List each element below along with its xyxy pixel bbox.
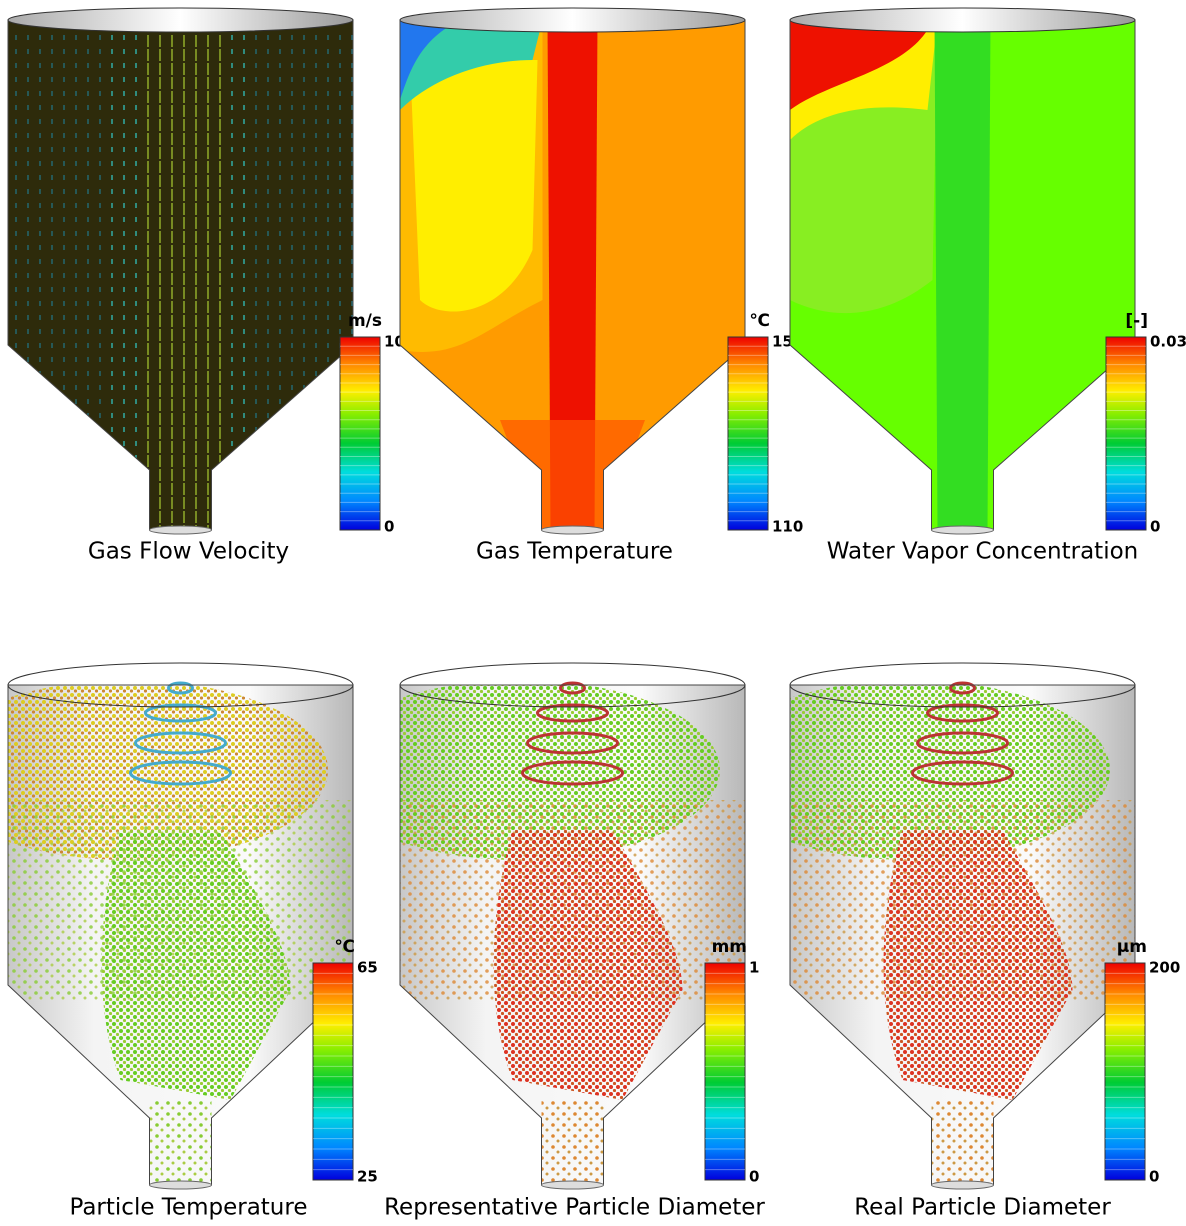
colorbar <box>704 962 746 1181</box>
nozzle-ring <box>559 681 586 695</box>
nozzle-ring <box>926 703 999 723</box>
outlet-particles <box>931 1100 994 1185</box>
colorbar <box>339 336 381 531</box>
colorbar-min: 0 <box>1149 1168 1159 1186</box>
outlet-particles <box>541 1100 604 1185</box>
colorbar-min: 25 <box>357 1168 378 1186</box>
vessel <box>790 685 1135 1185</box>
outlet-rim <box>931 1180 994 1190</box>
nozzle-ring <box>536 703 609 723</box>
colorbar <box>1105 336 1147 531</box>
nozzle-ring <box>911 760 1014 786</box>
outlet-rim <box>541 1180 604 1190</box>
panel: mm1 0 Representative Particle Diameter <box>384 662 765 1221</box>
colorbar-unit: m/s <box>348 311 382 331</box>
yellow-core <box>410 60 538 312</box>
particle-plume <box>101 830 291 1100</box>
vessel-lid <box>7 662 354 708</box>
panel-title: Gas Temperature <box>476 539 673 565</box>
panel-title: Representative Particle Diameter <box>384 1195 765 1221</box>
particle-plume <box>493 830 683 1100</box>
vessel-lid <box>789 662 1136 708</box>
nozzle-ring <box>167 681 194 695</box>
vessel <box>8 685 353 1185</box>
vessel <box>8 20 353 530</box>
colorbar <box>727 336 769 531</box>
colorbar-min: 0 <box>749 1168 759 1186</box>
colorbar-max: 200 <box>1149 959 1180 977</box>
dry-jet <box>934 20 991 530</box>
colorbar <box>312 962 354 1181</box>
colorbar-min: 0 <box>384 518 394 536</box>
cold-corner <box>400 20 460 100</box>
panel: [-]0.03 0 Water Vapor Concentration <box>789 7 1186 565</box>
colorbar-max: 0.03 <box>1150 333 1186 351</box>
colorbar-unit: μm <box>1117 937 1147 957</box>
outlet-rim <box>149 525 212 535</box>
outlet-rim <box>541 525 604 535</box>
vessel-body <box>8 20 353 530</box>
nozzle-ring <box>129 760 232 786</box>
colorbar-unit: ℃ <box>749 311 770 331</box>
panel-title: Water Vapor Concentration <box>827 539 1139 565</box>
colorbar-max: 65 <box>357 959 378 977</box>
vessel-lid <box>789 7 1136 33</box>
outlet-rim <box>149 1180 212 1190</box>
colorbar-min: 0 <box>1150 518 1160 536</box>
nozzle-ring <box>526 731 619 755</box>
colorbar-unit: ℃ <box>334 937 355 957</box>
vessel-lid <box>399 662 746 708</box>
hot-jet <box>547 20 598 530</box>
nozzle-ring <box>949 681 976 695</box>
vessel <box>400 685 745 1185</box>
colorbar-unit: [-] <box>1125 311 1148 331</box>
nozzle-ring <box>916 731 1009 755</box>
vessel <box>400 20 745 530</box>
red-corner <box>790 20 933 110</box>
colorbar-min: 110 <box>772 518 803 536</box>
panel-title: Gas Flow Velocity <box>88 539 289 565</box>
colorbar-max: 1 <box>749 959 759 977</box>
panel-title: Real Particle Diameter <box>854 1195 1111 1221</box>
nozzle-ring <box>134 731 227 755</box>
colorbar-unit: mm <box>712 937 747 957</box>
colorbar <box>1104 962 1146 1181</box>
outlet-particles <box>149 1100 212 1185</box>
warm-cone <box>500 420 645 530</box>
panel-title: Particle Temperature <box>70 1195 308 1221</box>
nozzle-ring <box>521 760 624 786</box>
panel: ℃65 25 Particle Temperature <box>7 662 378 1221</box>
vessel-lid <box>399 7 746 33</box>
particle-plume <box>883 830 1073 1100</box>
vessel-lid <box>7 7 354 33</box>
outlet-rim <box>931 525 994 535</box>
vessel <box>790 20 1135 530</box>
cool-corner <box>400 20 543 110</box>
nozzle-ring <box>144 703 217 723</box>
